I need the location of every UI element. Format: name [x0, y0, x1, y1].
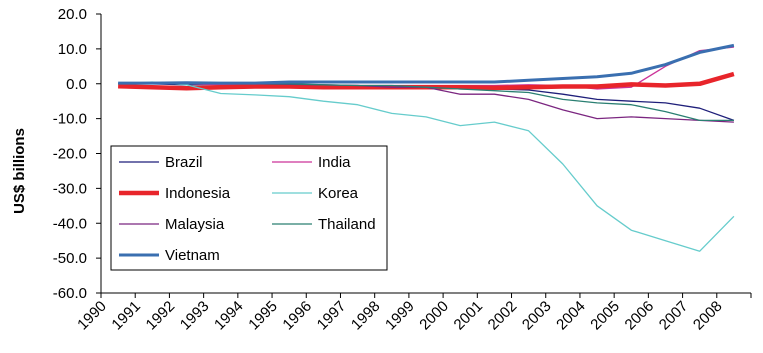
y-tick-label: -40.0 [53, 215, 87, 232]
x-tick-label: 1990 [74, 298, 110, 334]
x-tick-label: 1993 [177, 298, 213, 334]
legend-label-malaysia: Malaysia [165, 216, 225, 233]
x-tick-label: 1996 [279, 298, 315, 334]
legend-label-vietnam: Vietnam [165, 247, 220, 264]
y-tick-label: 10.0 [58, 41, 87, 58]
y-tick-label: -50.0 [53, 250, 87, 267]
series-line-korea [118, 81, 735, 252]
x-tick-label: 1998 [348, 298, 384, 334]
y-tick-label: 0.0 [66, 76, 87, 93]
x-tick-label: 1999 [382, 298, 418, 334]
legend-label-indonesia: Indonesia [165, 185, 231, 202]
y-tick-label: -10.0 [53, 111, 87, 128]
y-tick-label: -20.0 [53, 146, 87, 163]
legend-box [110, 145, 388, 271]
series-layer [118, 43, 735, 252]
x-tick-label: 1995 [245, 298, 281, 334]
x-tick-label: 2003 [519, 298, 555, 334]
legend-label-india: India [318, 154, 351, 171]
y-axis-ticks: 20.0 10.0 0.0 -10.0 -20.0 -30.0 -40.0 -50.0 -60.… [53, 6, 101, 302]
legend-label-thailand: Thailand [318, 216, 376, 233]
x-tick-label: 1991 [108, 298, 144, 334]
y-axis-label: US$ billions [11, 128, 28, 214]
legend-label-brazil: Brazil [165, 154, 203, 171]
series-line-vietnam [118, 43, 735, 85]
x-tick-label: 1997 [314, 298, 350, 334]
x-tick-label: 2002 [485, 298, 521, 334]
x-tick-label: 2006 [622, 298, 658, 334]
y-tick-label: 20.0 [58, 6, 87, 23]
x-tick-label: 2004 [553, 298, 589, 334]
legend: Brazil India Indonesia Korea Malaysia Thailan… [110, 145, 388, 271]
legend-label-korea: Korea [318, 185, 359, 202]
x-tick-label: 2007 [656, 298, 692, 334]
x-tick-label: 2005 [587, 298, 623, 334]
x-tick-label: 2008 [690, 298, 726, 334]
x-tick-label: 1992 [143, 298, 179, 334]
x-tick-label: 1994 [211, 298, 247, 334]
y-tick-label: -30.0 [53, 180, 87, 197]
y-tick-label: -60.0 [53, 285, 87, 302]
x-axis-ticks: 1990199119921993199419951996199719981999… [74, 293, 752, 334]
x-tick-label: 2000 [416, 298, 452, 334]
x-tick-label: 2001 [451, 298, 487, 334]
